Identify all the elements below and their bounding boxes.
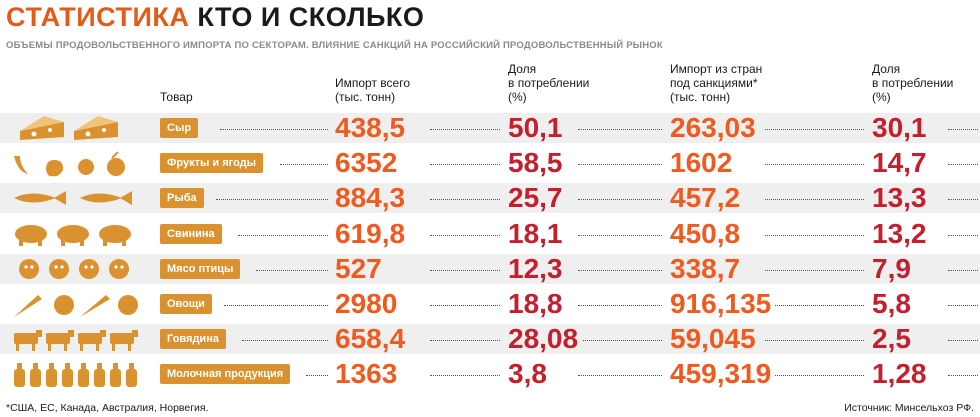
pig-icon (15, 224, 131, 246)
product-label: Фрукты и ягоды (160, 153, 264, 174)
vegetable-icon (14, 295, 138, 317)
product-label: Рыба (160, 188, 204, 209)
leader-dots (430, 375, 500, 377)
title-part-2: КТО И СКОЛЬКО (197, 2, 425, 32)
bottle-icon (14, 363, 137, 388)
leader-dots (765, 375, 864, 377)
value-import-sanctions: 457,2 (670, 183, 745, 214)
value-import-sanctions: 59,045 (670, 324, 760, 355)
header-share-sanctions: Доля в потреблении (%) (872, 62, 954, 104)
value-import-total: 527 (335, 253, 386, 284)
product-label: Сыр (160, 118, 199, 138)
leader-dots (224, 305, 328, 306)
leader-dots (578, 129, 662, 130)
leader-dots (948, 199, 978, 201)
leader-dots (765, 305, 864, 306)
leader-dots (430, 269, 500, 271)
value-share-total: 12,3 (508, 253, 567, 284)
leader-dots (280, 164, 328, 166)
leader-dots (578, 375, 662, 377)
value-import-sanctions: 450,8 (670, 218, 745, 249)
product-label: Говядина (160, 329, 226, 350)
footnote: *США, ЕС, Канада, Австралия, Норвегия. (6, 402, 209, 414)
leader-dots (216, 199, 328, 201)
leader-dots (948, 269, 978, 271)
leader-dots (306, 375, 328, 377)
value-share-total: 18,8 (508, 289, 567, 319)
leader-dots (430, 234, 500, 236)
leader-dots (948, 375, 978, 377)
value-share-sanctions: 1,28 (872, 359, 931, 390)
leader-dots (948, 129, 978, 130)
value-share-total: 58,5 (508, 148, 567, 179)
leader-dots (256, 269, 328, 271)
chicken-icon (19, 258, 129, 279)
value-import-sanctions: 459,319 (670, 359, 776, 390)
fish-icon (14, 191, 132, 206)
product-label: Мясо птицы (160, 258, 241, 279)
value-share-total: 50,1 (508, 113, 567, 143)
value-share-total: 25,7 (508, 183, 567, 214)
leader-dots (238, 234, 328, 236)
leader-dots (578, 234, 662, 236)
product-label: Овощи (160, 294, 212, 314)
source-note: Источник: Минсельхоз РФ. (844, 402, 974, 414)
leader-dots (948, 164, 978, 166)
subtitle: ОБЪЕМЫ ПРОДОВОЛЬСТВЕННОГО ИМПОРТА ПО СЕК… (6, 40, 663, 51)
value-import-total: 1363 (335, 359, 402, 390)
header-import-total: Импорт всего (тыс. тонн) (335, 76, 410, 104)
leader-dots (430, 129, 500, 130)
product-label: Молочная продукция (160, 364, 291, 385)
leader-dots (765, 269, 864, 271)
leader-dots (430, 340, 500, 342)
leader-dots (948, 234, 978, 236)
value-share-sanctions: 13,3 (872, 183, 931, 214)
leader-dots (242, 340, 328, 342)
cow-icon (14, 330, 138, 352)
leader-dots (765, 234, 864, 236)
header-share-total: Доля в потреблении (%) (508, 62, 590, 104)
title-part-1: СТАТИСТИКА (6, 2, 190, 32)
value-import-total: 658,4 (335, 324, 410, 355)
leader-dots (430, 164, 500, 166)
leader-dots (578, 305, 662, 306)
leader-dots (765, 340, 864, 342)
leader-dots (948, 340, 978, 342)
value-share-sanctions: 14,7 (872, 148, 931, 179)
value-import-sanctions: 916,135 (670, 289, 776, 319)
value-share-sanctions: 2,5 (872, 324, 915, 355)
leader-dots (765, 129, 864, 130)
value-import-sanctions: 263,03 (670, 113, 760, 143)
leader-dots (430, 199, 500, 201)
header-import-sanctions: Импорт из стран под санкциями* (тыс. тон… (670, 62, 763, 104)
leader-dots (578, 164, 662, 166)
value-import-total: 884,3 (335, 183, 410, 214)
value-import-sanctions: 1602 (670, 148, 737, 179)
leader-dots (765, 164, 864, 166)
leader-dots (430, 305, 500, 306)
fruit-icon (14, 151, 125, 177)
value-share-sanctions: 7,9 (872, 253, 915, 284)
header-product: Товар (160, 90, 193, 104)
value-import-total: 6352 (335, 148, 402, 179)
leader-dots (578, 269, 662, 271)
value-import-sanctions: 338,7 (670, 253, 745, 284)
value-share-total: 3,8 (508, 359, 551, 390)
page-title: СТАТИСТИКА КТО И СКОЛЬКО (6, 2, 424, 32)
value-share-total: 18,1 (508, 218, 567, 249)
leader-dots (578, 340, 662, 342)
value-import-total: 619,8 (335, 218, 410, 249)
value-import-total: 438,5 (335, 113, 410, 143)
value-share-sanctions: 5,8 (872, 289, 915, 319)
leader-dots (220, 129, 328, 130)
value-share-sanctions: 13,2 (872, 218, 931, 249)
leader-dots (948, 305, 978, 306)
leader-dots (765, 199, 864, 201)
value-share-total: 28,08 (508, 324, 583, 355)
cheese-icon (20, 116, 118, 140)
product-label: Свинина (160, 223, 222, 244)
value-import-total: 2980 (335, 289, 402, 319)
leader-dots (578, 199, 662, 201)
value-share-sanctions: 30,1 (872, 113, 931, 143)
